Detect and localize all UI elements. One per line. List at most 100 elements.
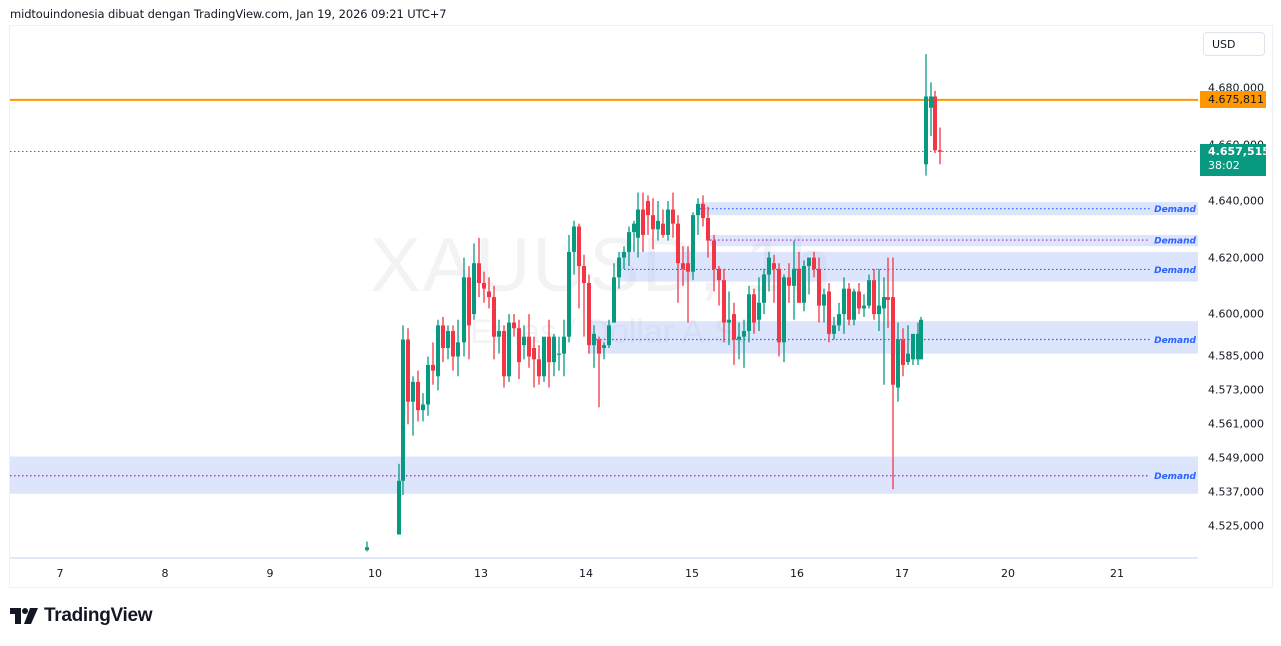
candle[interactable] (557, 336, 561, 371)
candle[interactable] (477, 237, 481, 298)
candle[interactable] (632, 220, 636, 252)
candle[interactable] (607, 319, 611, 348)
tradingview-logo[interactable]: TradingView (10, 604, 153, 628)
candle[interactable] (456, 319, 460, 377)
candle[interactable] (671, 192, 675, 238)
candle[interactable] (567, 234, 571, 343)
candle[interactable] (537, 345, 541, 385)
candle[interactable] (742, 319, 746, 368)
candle[interactable] (747, 285, 751, 343)
candle[interactable] (911, 333, 915, 365)
candle[interactable] (497, 319, 501, 354)
candle[interactable] (812, 251, 816, 278)
candle[interactable] (862, 294, 866, 317)
currency-button[interactable]: USD (1203, 32, 1265, 56)
candle[interactable] (681, 246, 685, 286)
candle[interactable] (592, 325, 596, 368)
candle[interactable] (919, 316, 923, 360)
candle[interactable] (636, 192, 640, 258)
candle[interactable] (827, 282, 831, 343)
candle[interactable] (365, 541, 369, 552)
candle[interactable] (701, 195, 705, 227)
candle[interactable] (512, 314, 516, 337)
candle[interactable] (436, 319, 440, 391)
candle[interactable] (691, 212, 695, 281)
candle[interactable] (522, 325, 526, 360)
time-axis[interactable]: 7 8 9 10 13 14 15 16 17 20 21 (10, 557, 1198, 587)
candle[interactable] (706, 206, 710, 258)
candle[interactable] (472, 243, 476, 320)
candle[interactable] (817, 257, 821, 323)
candle[interactable] (552, 333, 556, 377)
chart-plot-area[interactable]: Demand Demand Demand Demand Demand (10, 26, 1198, 557)
candle[interactable] (757, 277, 761, 332)
candle[interactable] (772, 254, 776, 303)
candle[interactable] (421, 393, 425, 422)
candle[interactable] (896, 322, 900, 402)
candle[interactable] (577, 223, 581, 309)
candle[interactable] (507, 314, 511, 382)
candle[interactable] (807, 257, 811, 295)
candle[interactable] (562, 319, 566, 377)
candle[interactable] (582, 254, 586, 337)
candle[interactable] (482, 271, 486, 303)
candle[interactable] (411, 376, 415, 436)
demand-zone[interactable] (620, 251, 1198, 282)
candle[interactable] (441, 316, 445, 363)
candle[interactable] (872, 268, 876, 320)
candle[interactable] (933, 90, 937, 153)
candle[interactable] (646, 195, 650, 235)
candle[interactable] (737, 322, 741, 360)
candle[interactable] (842, 277, 846, 334)
candle[interactable] (416, 370, 420, 422)
candle[interactable] (732, 302, 736, 365)
candle[interactable] (717, 266, 721, 306)
candle[interactable] (852, 288, 856, 326)
candle[interactable] (572, 220, 576, 275)
candle[interactable] (837, 302, 841, 332)
candle[interactable] (901, 328, 905, 377)
price-axis[interactable]: 4.680,0004.660,0004.640,0004.620,0004.60… (1199, 26, 1270, 585)
candlestick-chart[interactable]: Demand Demand Demand Demand Demand (10, 26, 1198, 557)
candle[interactable] (767, 251, 771, 292)
candle[interactable] (532, 336, 536, 388)
candle[interactable] (877, 268, 881, 332)
candle[interactable] (651, 198, 655, 250)
candle[interactable] (676, 215, 680, 303)
candle[interactable] (492, 285, 496, 360)
candle[interactable] (938, 127, 942, 165)
candle[interactable] (762, 268, 766, 315)
candle[interactable] (617, 251, 621, 289)
candle[interactable] (822, 288, 826, 323)
candle[interactable] (641, 192, 645, 252)
candle[interactable] (587, 274, 591, 354)
candle[interactable] (622, 246, 626, 269)
candle[interactable] (451, 325, 455, 371)
candle[interactable] (597, 336, 601, 408)
candle[interactable] (487, 277, 491, 309)
candle[interactable] (397, 463, 401, 535)
candle[interactable] (712, 234, 716, 292)
candle[interactable] (602, 342, 606, 360)
candle[interactable] (612, 263, 616, 323)
candle[interactable] (547, 319, 551, 388)
candle[interactable] (777, 263, 781, 357)
candle[interactable] (792, 240, 796, 320)
candle[interactable] (886, 257, 890, 329)
candle[interactable] (782, 274, 786, 363)
demand-zone[interactable] (10, 456, 1198, 494)
candle[interactable] (727, 291, 731, 346)
candle[interactable] (666, 201, 670, 241)
candle[interactable] (906, 325, 910, 365)
candle[interactable] (542, 336, 546, 382)
candle[interactable] (916, 322, 920, 365)
candle[interactable] (446, 325, 450, 360)
candle[interactable] (882, 277, 886, 385)
candle[interactable] (627, 226, 631, 267)
candle[interactable] (661, 209, 665, 238)
candle[interactable] (696, 198, 700, 235)
candle[interactable] (787, 263, 791, 303)
candle[interactable] (797, 251, 801, 303)
candle[interactable] (517, 319, 521, 380)
candle[interactable] (467, 266, 471, 360)
